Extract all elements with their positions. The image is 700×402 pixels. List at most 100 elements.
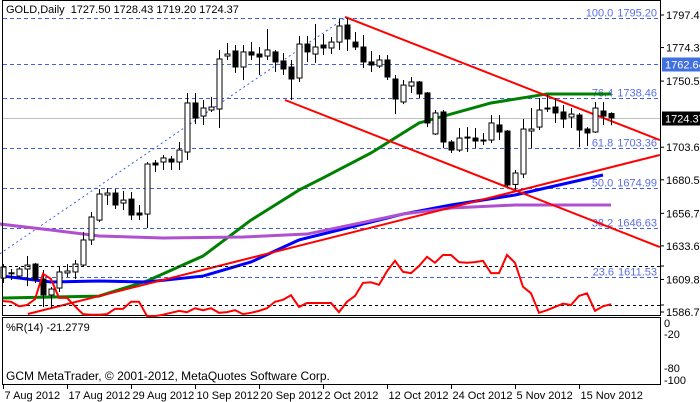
date-tick-label: 15 Nov 2012 xyxy=(581,390,643,402)
candle-bullish xyxy=(336,25,343,43)
ma-green-line xyxy=(2,92,611,300)
candle-bullish xyxy=(48,288,55,296)
candle-bearish xyxy=(288,66,295,80)
price-tick-label: 1680.50 xyxy=(666,175,700,187)
current-price-box xyxy=(662,111,700,126)
fibonacci-price: 1611.53 xyxy=(618,267,657,279)
date-tick-label: 29 Aug 2012 xyxy=(133,390,195,402)
candle-bullish xyxy=(432,112,439,135)
trendlines[interactable] xyxy=(27,16,661,315)
fibonacci-price: 1646.63 xyxy=(617,218,657,230)
price-axis: 1797.40 1774.30 1750.50 1703.60 1680.50 1656.… xyxy=(660,10,700,319)
fibonacci-ratio: 23.6 xyxy=(593,267,614,279)
fibonacci-ratio: 61.8 xyxy=(592,138,613,150)
candle-bearish xyxy=(560,111,567,120)
price-tick-label: 1774.30 xyxy=(666,43,700,55)
candle-bullish xyxy=(456,137,463,151)
date-tick-label: 17 Aug 2012 xyxy=(69,390,131,402)
candle-bullish xyxy=(88,216,95,241)
candle-bullish xyxy=(104,192,111,196)
candle-bearish xyxy=(496,124,503,133)
chart-symbol: GOLD,Daily xyxy=(6,4,65,16)
candle-bearish xyxy=(112,192,119,206)
date-axis: 7 Aug 2012 17 Aug 2012 29 Aug 2012 10 Sep 2… xyxy=(3,385,643,402)
candle-bearish xyxy=(344,24,351,40)
candle-bearish xyxy=(360,46,367,63)
fibonacci-price: 1795.20 xyxy=(617,8,657,20)
price-tick-label: 1703.60 xyxy=(666,142,700,154)
candle-bearish xyxy=(472,137,479,142)
candle-bullish xyxy=(0,266,7,279)
candle-bullish xyxy=(64,270,71,274)
candle-bullish xyxy=(312,46,319,55)
fibonacci-trend-line xyxy=(0,17,346,255)
candle-bullish xyxy=(208,106,215,111)
main-chart-frame xyxy=(2,0,661,316)
date-tick-label: 10 Sep 2012 xyxy=(197,390,259,402)
fibonacci-level-label: 23.6 1611.53 xyxy=(593,267,657,279)
wr-indicator-pane[interactable] xyxy=(2,317,661,385)
candle-bullish xyxy=(200,107,207,117)
candle-bullish xyxy=(376,59,383,67)
candle-bearish xyxy=(152,162,159,166)
candle-bearish xyxy=(584,128,591,134)
candle-bearish xyxy=(280,60,287,70)
candle-bearish xyxy=(256,53,263,58)
candlesticks xyxy=(0,17,615,309)
candle-bearish xyxy=(304,43,311,53)
date-tick-label: 20 Sep 2012 xyxy=(261,390,323,402)
candle-bullish xyxy=(184,102,191,153)
candle-bullish xyxy=(16,268,23,277)
candle-bullish xyxy=(520,128,527,175)
candle-bullish xyxy=(176,149,183,163)
fibonacci-price: 1703.36 xyxy=(617,138,657,150)
price-tick-label: 1750.50 xyxy=(666,76,700,88)
price-tick-label: 1797.40 xyxy=(666,10,700,22)
fibonacci-price: 1674.99 xyxy=(617,178,657,190)
candle-bearish xyxy=(368,61,375,66)
candle-bearish xyxy=(248,51,255,56)
trendline xyxy=(344,16,661,141)
candle-bearish xyxy=(440,111,447,143)
fibonacci-level-label: 100.0 1795.20 xyxy=(586,8,657,20)
candle-bearish xyxy=(600,110,607,117)
candle-bearish xyxy=(136,212,143,216)
wr-axis-minus20: -20 xyxy=(664,329,680,341)
candle-bullish xyxy=(568,113,575,118)
candle-bullish xyxy=(512,172,519,185)
date-tick-label: 24 Oct 2012 xyxy=(453,390,513,402)
candle-bullish xyxy=(72,263,79,273)
fibonacci-ratio: 100.0 xyxy=(586,8,614,20)
wr-axis-minus80: -80 xyxy=(664,363,680,375)
candle-bearish xyxy=(608,113,615,119)
candle-bearish xyxy=(392,78,399,100)
date-tick-label: 12 Oct 2012 xyxy=(389,390,449,402)
candle-bearish xyxy=(544,107,551,110)
candle-bearish xyxy=(192,102,199,119)
candle-bullish xyxy=(528,128,535,132)
date-tick-label: 5 Nov 2012 xyxy=(517,390,573,402)
candle-bullish xyxy=(24,264,31,270)
candle-bullish xyxy=(592,107,599,133)
candle-bullish xyxy=(160,157,167,163)
copyright-text: GCM MetaTrader, © 2001-2012, MetaQuotes … xyxy=(6,369,330,383)
fibonacci-ratio: 50.0 xyxy=(592,178,613,190)
trendline xyxy=(27,154,661,315)
fibonacci-level-label: 61.8 1703.36 xyxy=(592,138,657,150)
candle-bearish xyxy=(232,50,239,68)
candle-bullish xyxy=(240,51,247,68)
price-tick-label: 1586.70 xyxy=(666,307,700,319)
wr-axis-0: 0 xyxy=(664,318,670,330)
current-price-label: 1724.37 xyxy=(665,114,700,126)
price-tick-label: 1633.60 xyxy=(666,241,700,253)
fibonacci-price: 1738.46 xyxy=(617,88,657,100)
candle-bullish xyxy=(296,43,303,79)
candle-bearish xyxy=(352,41,359,48)
candle-bullish xyxy=(264,49,271,57)
chart-ohlc: 1727.50 1728.43 1719.20 1724.37 xyxy=(71,4,239,16)
candle-bullish xyxy=(328,41,335,49)
chart-header: GOLD,Daily 1727.50 1728.43 1719.20 1724.3… xyxy=(6,4,239,16)
candle-bearish xyxy=(320,44,327,49)
